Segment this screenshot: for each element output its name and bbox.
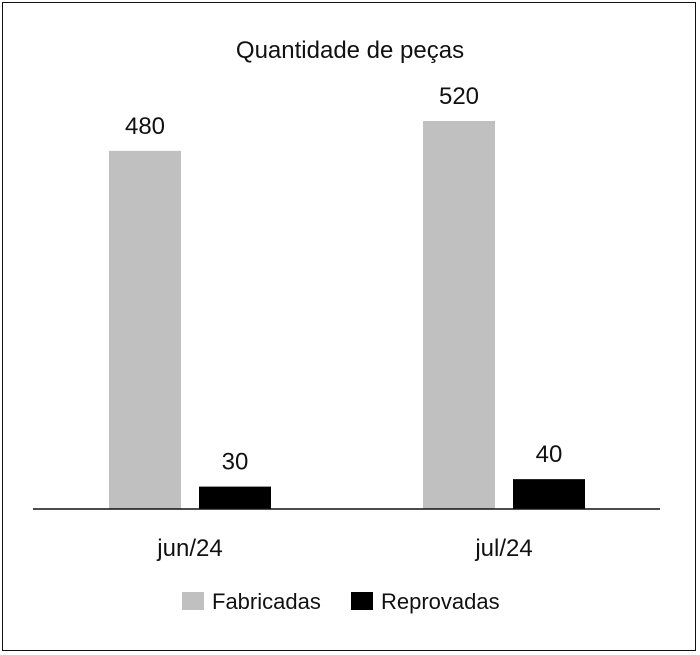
data-label-fabricadas-0: 480 [125, 113, 165, 140]
x-tick-label-0: jun/24 [156, 535, 222, 562]
legend-swatch-reprovadas [351, 592, 373, 610]
data-label-reprovadas-1: 40 [536, 441, 563, 468]
bar-reprovadas-0 [199, 486, 271, 509]
x-tick-label-1: jul/24 [474, 535, 532, 562]
bar-reprovadas-1 [513, 479, 585, 509]
chart-title: Quantidade de peças [236, 37, 464, 64]
data-label-reprovadas-0: 30 [222, 449, 249, 476]
legend-label-reprovadas: Reprovadas [381, 589, 500, 614]
legend: Fabricadas Reprovadas [182, 589, 500, 614]
legend-label-fabricadas: Fabricadas [212, 589, 321, 614]
bar-fabricadas-1 [423, 121, 495, 509]
data-label-fabricadas-1: 520 [439, 83, 479, 110]
bars-group: 480 520 30 40 [109, 83, 585, 509]
legend-swatch-fabricadas [182, 592, 204, 610]
bar-fabricadas-0 [109, 150, 181, 509]
x-tick-labels: jun/24 jul/24 [156, 535, 532, 562]
